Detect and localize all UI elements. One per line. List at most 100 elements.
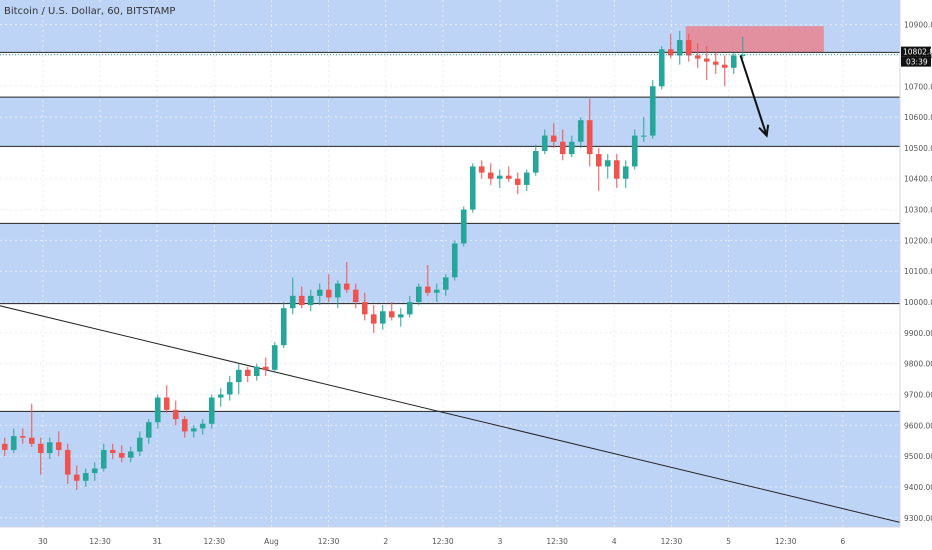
candle-body — [217, 394, 224, 398]
candle-body — [460, 209, 467, 244]
candle — [577, 117, 584, 148]
candle — [235, 363, 242, 395]
candle — [289, 277, 296, 315]
candle-body — [568, 141, 575, 155]
candle-body — [397, 314, 404, 318]
candle — [622, 160, 629, 188]
x-tick-label: Aug — [264, 537, 279, 546]
candle-body — [325, 289, 332, 298]
candle — [370, 305, 377, 333]
candle-body — [334, 283, 341, 298]
candle-body — [640, 135, 647, 137]
x-tick-label: 3 — [498, 537, 503, 546]
candle — [37, 437, 44, 475]
y-tick-label: 10900.00 — [904, 21, 932, 30]
candle — [559, 129, 566, 161]
candle — [73, 465, 80, 491]
candle — [469, 163, 476, 213]
candle — [424, 265, 431, 296]
candle-body — [307, 295, 314, 306]
candle-body — [109, 449, 116, 454]
candle-body — [514, 178, 521, 185]
candle — [487, 163, 494, 185]
candle-body — [244, 369, 251, 376]
candle-body — [685, 40, 692, 56]
candle — [514, 172, 521, 195]
candle-body — [46, 442, 53, 454]
candle-body — [406, 302, 413, 315]
candle-body — [478, 166, 485, 173]
candle — [145, 419, 152, 444]
candle-body — [451, 243, 458, 278]
candle-body — [613, 160, 620, 179]
candle-body — [523, 172, 530, 185]
forecast-arrow-shaft — [739, 55, 768, 136]
y-tick-label: 9300.00 — [904, 514, 932, 523]
candle — [739, 36, 746, 59]
candle-body — [208, 397, 215, 424]
candle — [352, 283, 359, 309]
candle-body — [118, 453, 125, 458]
candle — [82, 468, 89, 487]
candle — [334, 280, 341, 309]
candle — [190, 425, 197, 438]
candle — [433, 283, 440, 303]
candle-body — [487, 172, 494, 179]
candle — [172, 400, 179, 426]
candle-body — [19, 436, 26, 438]
y-tick-label: 9600.00 — [904, 421, 932, 430]
candle — [181, 416, 188, 438]
candle — [316, 283, 323, 306]
candle-body — [163, 397, 170, 410]
candle-body — [37, 443, 44, 454]
candle-body — [541, 135, 548, 152]
candle-body — [73, 474, 80, 481]
x-tick-label: 12:30 — [432, 537, 454, 546]
candle — [451, 240, 458, 281]
candle-body — [496, 175, 503, 179]
countdown-label: 03:39 — [906, 58, 928, 67]
candle-body — [379, 311, 386, 324]
x-tick-label: 31 — [152, 537, 162, 546]
candle-body — [442, 277, 449, 290]
support-band — [0, 411, 900, 527]
candle-body — [667, 49, 674, 56]
candle — [19, 428, 26, 444]
candle-body — [505, 175, 512, 179]
candle-body — [703, 58, 710, 62]
candle — [586, 98, 593, 167]
support-band — [0, 223, 900, 304]
candle — [262, 357, 269, 376]
support-band — [0, 97, 900, 147]
candle — [100, 443, 107, 472]
candle-body — [91, 468, 98, 474]
candle — [478, 160, 485, 179]
y-tick-label: 9800.00 — [904, 360, 932, 369]
candle — [568, 135, 575, 158]
candle — [532, 144, 539, 176]
x-tick-label: 12:30 — [661, 537, 683, 546]
candle-body — [532, 151, 539, 173]
candle-body — [136, 437, 143, 452]
candle-body — [298, 295, 305, 306]
candle-body — [289, 295, 296, 309]
candle-body — [739, 54, 746, 56]
candle — [64, 443, 71, 484]
candle-body — [226, 382, 233, 395]
candle — [631, 129, 638, 170]
candle-body — [622, 166, 629, 179]
price-label: 10802.80 — [903, 48, 932, 57]
candle-body — [658, 49, 665, 87]
candle — [640, 117, 647, 142]
candle-body — [280, 308, 287, 346]
x-tick-label: 2 — [383, 537, 388, 546]
candle — [550, 123, 557, 148]
candle-body — [721, 64, 728, 68]
candle — [28, 403, 35, 447]
candle — [721, 55, 728, 87]
candle — [280, 302, 287, 349]
candle — [523, 169, 530, 192]
candle-body — [559, 141, 566, 155]
candle-body — [154, 397, 161, 423]
